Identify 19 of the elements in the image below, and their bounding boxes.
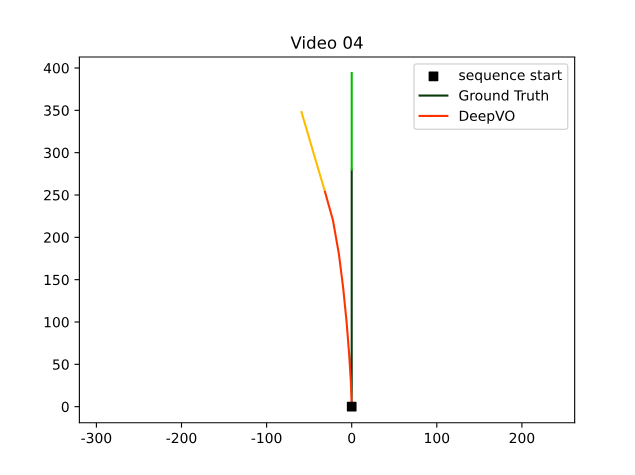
y-tick-label: 200 [44,232,69,243]
x-tick-label: 200 [510,432,534,444]
y-tick-label: 0 [62,402,69,412]
y-tick-label: 150 [44,274,69,286]
y-tick-label: 100 [44,316,69,328]
chart-title: Video 04 [290,36,363,49]
x-tick-label: -300 [81,432,112,444]
legend-label: Ground Truth [459,90,548,101]
x-tick-label: -200 [166,432,196,444]
x-tick-label: 100 [425,432,450,444]
legend-label: sequence start [459,70,562,83]
y-tick-label: 50 [53,359,69,370]
legend-label: DeepVO [460,110,514,124]
y-tick-label: 350 [44,105,69,116]
y-tick-label: 250 [44,190,69,200]
y-tick-label: 400 [44,62,69,74]
x-tick-label: 0 [348,432,356,444]
y-tick-label: 300 [44,148,69,158]
x-tick-label: -100 [252,432,282,444]
